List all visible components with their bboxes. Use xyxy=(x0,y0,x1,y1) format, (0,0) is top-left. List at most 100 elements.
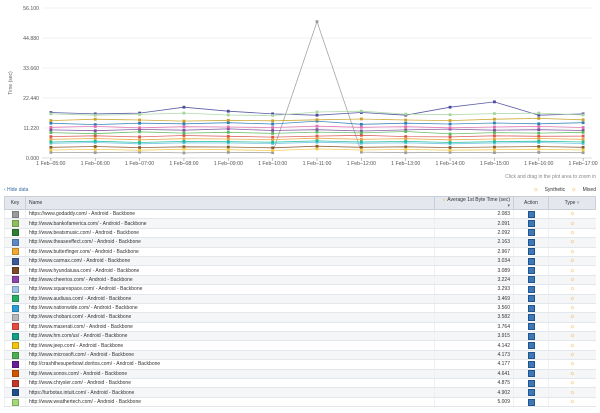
series-color-swatch[interactable] xyxy=(11,295,19,303)
details-icon[interactable] xyxy=(527,313,535,321)
series-color-swatch[interactable] xyxy=(11,304,19,312)
details-icon[interactable] xyxy=(527,323,535,331)
data-point[interactable] xyxy=(182,105,186,109)
data-point[interactable] xyxy=(537,150,541,154)
data-point[interactable] xyxy=(49,135,53,139)
data-point[interactable] xyxy=(226,118,230,122)
data-point[interactable] xyxy=(581,113,585,117)
table-row[interactable]: http://www.audiusa.com/ - Android - Back… xyxy=(4,294,596,304)
data-point[interactable] xyxy=(493,100,496,104)
data-point[interactable] xyxy=(315,110,319,114)
data-point[interactable] xyxy=(93,134,97,138)
data-point[interactable] xyxy=(448,132,452,136)
details-icon[interactable] xyxy=(527,229,535,237)
details-icon[interactable] xyxy=(527,398,535,406)
data-point[interactable] xyxy=(581,118,585,122)
data-point[interactable] xyxy=(93,151,97,155)
series-color-swatch[interactable] xyxy=(11,342,19,350)
data-point[interactable] xyxy=(448,138,452,142)
data-point[interactable] xyxy=(581,134,585,138)
details-icon[interactable] xyxy=(527,379,535,387)
data-point[interactable] xyxy=(581,140,585,144)
data-point[interactable] xyxy=(359,125,363,129)
data-point[interactable] xyxy=(138,150,141,154)
data-point[interactable] xyxy=(226,121,230,125)
data-point[interactable] xyxy=(448,105,452,109)
data-point[interactable] xyxy=(182,111,186,115)
table-row[interactable]: http://www.chobani.com/ - Android - Back… xyxy=(4,312,596,323)
details-icon[interactable] xyxy=(527,332,535,340)
data-point[interactable] xyxy=(404,145,408,149)
data-point[interactable] xyxy=(359,131,363,135)
data-point[interactable] xyxy=(49,148,53,152)
details-icon[interactable] xyxy=(527,351,535,359)
data-point[interactable] xyxy=(315,124,319,128)
table-row[interactable]: http://www.carmax.com/ - Android - Backb… xyxy=(4,256,596,267)
details-icon[interactable] xyxy=(527,248,535,256)
data-point[interactable] xyxy=(182,137,186,141)
data-point[interactable] xyxy=(404,130,408,133)
data-point[interactable] xyxy=(93,123,97,126)
data-point[interactable] xyxy=(404,137,408,141)
data-point[interactable] xyxy=(404,140,408,143)
data-point[interactable] xyxy=(226,134,230,138)
details-icon[interactable] xyxy=(527,295,535,303)
data-point[interactable] xyxy=(581,121,585,125)
data-point[interactable] xyxy=(226,130,230,134)
data-point[interactable] xyxy=(448,146,452,149)
data-point[interactable] xyxy=(93,129,97,133)
data-point[interactable] xyxy=(404,135,408,139)
data-point[interactable] xyxy=(581,151,585,155)
series-color-swatch[interactable] xyxy=(11,332,19,340)
data-point[interactable] xyxy=(581,129,585,132)
hide-data-link[interactable]: ‹ Hide data xyxy=(4,187,29,193)
series-color-swatch[interactable] xyxy=(11,248,19,256)
data-point[interactable] xyxy=(581,145,585,149)
data-point[interactable] xyxy=(448,141,452,144)
data-point[interactable] xyxy=(493,112,496,116)
details-icon[interactable] xyxy=(527,220,535,228)
series-color-swatch[interactable] xyxy=(11,323,19,331)
data-point[interactable] xyxy=(138,127,141,131)
data-point[interactable] xyxy=(93,137,97,140)
data-point[interactable] xyxy=(271,114,275,117)
data-point[interactable] xyxy=(271,149,275,152)
data-point[interactable] xyxy=(271,129,275,132)
table-row[interactable]: http://www.weathertech.com/ - Android - … xyxy=(4,397,596,408)
data-point[interactable] xyxy=(537,128,541,132)
table-row[interactable]: http://www.nationwide.com/ - Android - B… xyxy=(4,303,596,314)
series-color-swatch[interactable] xyxy=(11,229,19,237)
data-point[interactable] xyxy=(493,128,496,132)
data-point[interactable] xyxy=(315,147,319,151)
table-row[interactable]: http://crashthesuperbowl.doritos.com/ - … xyxy=(4,359,596,370)
data-point[interactable] xyxy=(182,140,186,143)
details-icon[interactable] xyxy=(527,238,535,246)
data-point[interactable] xyxy=(226,125,230,129)
series-color-swatch[interactable] xyxy=(11,360,19,368)
data-point[interactable] xyxy=(271,132,275,135)
data-point[interactable] xyxy=(493,140,496,144)
table-row[interactable]: https://turbotax.intuit.com/ - Android -… xyxy=(4,387,596,398)
data-point[interactable] xyxy=(49,119,53,122)
data-point[interactable] xyxy=(448,148,452,152)
data-point[interactable] xyxy=(493,121,496,125)
series-color-swatch[interactable] xyxy=(11,379,19,387)
series-color-swatch[interactable] xyxy=(11,238,19,246)
series-color-swatch[interactable] xyxy=(11,276,19,284)
data-point[interactable] xyxy=(448,150,452,154)
table-row[interactable]: http://www.beatsmusic.com/ - Android - B… xyxy=(4,228,596,239)
data-point[interactable] xyxy=(537,125,541,128)
data-point[interactable] xyxy=(226,150,230,154)
data-point[interactable] xyxy=(182,125,186,129)
data-point[interactable] xyxy=(581,148,585,152)
data-point[interactable] xyxy=(537,117,541,120)
avg-column-header[interactable]: ☼ Average 1st Byte Time (sec) ▾ xyxy=(434,196,514,210)
data-point[interactable] xyxy=(315,136,319,140)
data-point[interactable] xyxy=(315,118,319,122)
data-point[interactable] xyxy=(493,145,496,149)
table-row[interactable]: http://www.bankofamerica.com/ - Android … xyxy=(4,218,596,229)
data-point[interactable] xyxy=(448,135,452,139)
data-point[interactable] xyxy=(404,118,408,122)
filter-icon[interactable]: ▿ xyxy=(576,200,580,206)
data-point[interactable] xyxy=(493,137,496,141)
